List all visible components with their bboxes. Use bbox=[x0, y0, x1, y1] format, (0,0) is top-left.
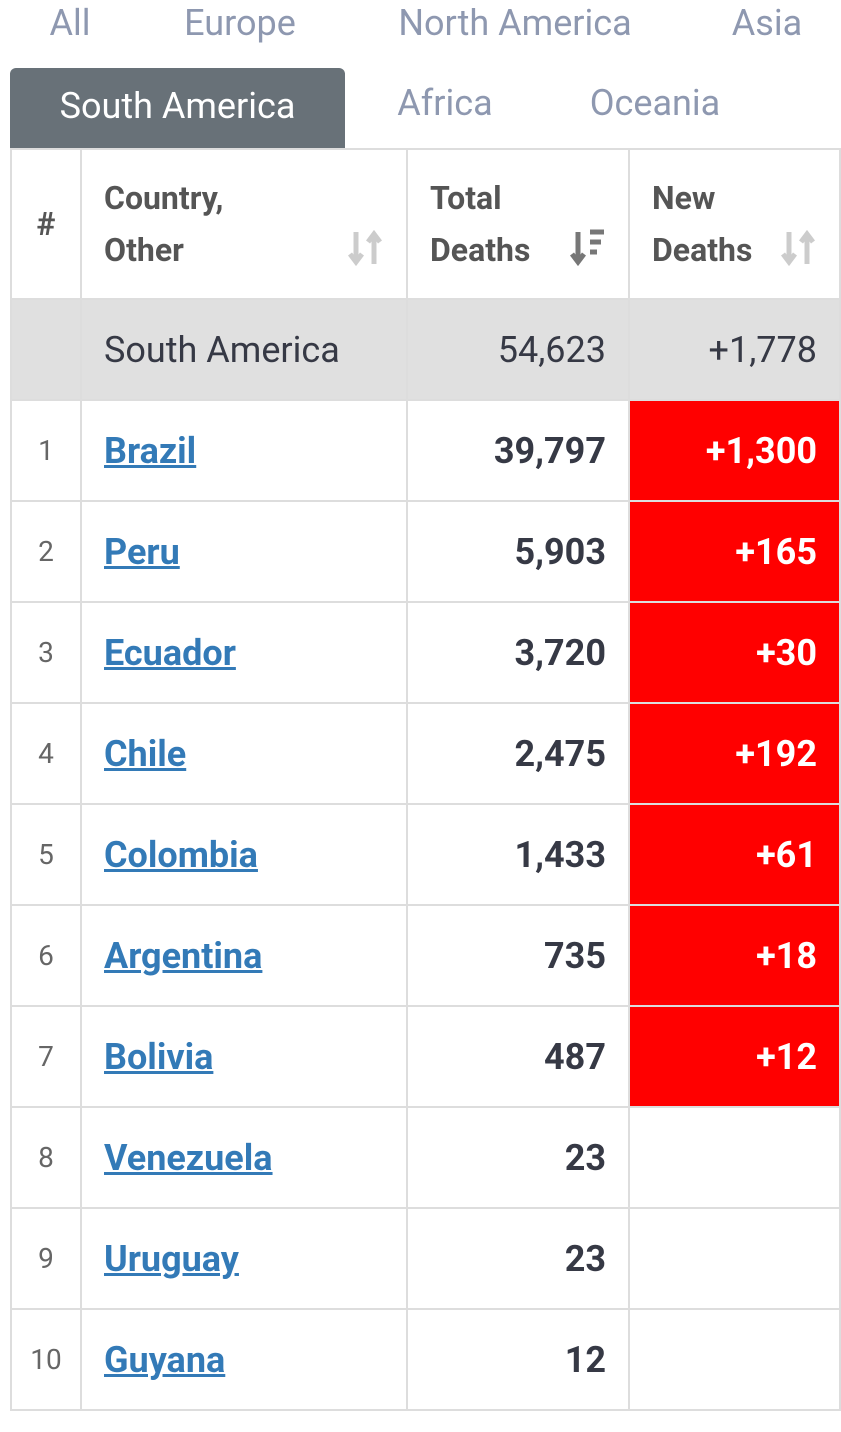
country-row: 1 Brazil 39,797 +1,300 bbox=[10, 399, 841, 502]
total-cell: 1,433 bbox=[406, 803, 630, 906]
country-row: 2 Peru 5,903 +165 bbox=[10, 500, 841, 603]
new-cell: +18 bbox=[628, 904, 841, 1007]
header-total[interactable]: Total Deaths bbox=[406, 148, 630, 300]
country-row: 7 Bolivia 487 +12 bbox=[10, 1005, 841, 1108]
country-cell: Ecuador bbox=[80, 601, 408, 704]
sort-icon bbox=[781, 229, 815, 267]
country-link[interactable]: Guyana bbox=[104, 1338, 226, 1381]
header-rank: # bbox=[10, 148, 82, 300]
tab[interactable]: Europe bbox=[184, 2, 296, 44]
tab[interactable]: Asia bbox=[731, 2, 803, 44]
region-cell: South America bbox=[80, 298, 408, 401]
header-text: New Deaths bbox=[652, 179, 753, 269]
country-row: 6 Argentina 735 +18 bbox=[10, 904, 841, 1007]
summary-row: South America 54,623 +1,778 bbox=[10, 298, 841, 401]
new-cell: +1,778 bbox=[628, 298, 841, 401]
country-link[interactable]: Colombia bbox=[104, 833, 258, 876]
country-cell: Bolivia bbox=[80, 1005, 408, 1108]
deaths-table: # Country, Other Total Deaths New Deaths… bbox=[10, 148, 841, 1411]
country-link[interactable]: Uruguay bbox=[104, 1237, 239, 1280]
new-cell: +192 bbox=[628, 702, 841, 805]
active-tab[interactable]: South America bbox=[10, 68, 345, 148]
new-cell: +12 bbox=[628, 1005, 841, 1108]
new-cell: +61 bbox=[628, 803, 841, 906]
total-cell: 3,720 bbox=[406, 601, 630, 704]
country-cell: Peru bbox=[80, 500, 408, 603]
total-cell: 487 bbox=[406, 1005, 630, 1108]
sort-icon bbox=[348, 229, 382, 267]
header-text: Total Deaths bbox=[430, 179, 531, 269]
rank-cell: 3 bbox=[10, 601, 82, 704]
rank-cell: 6 bbox=[10, 904, 82, 1007]
country-link[interactable]: Ecuador bbox=[104, 631, 236, 674]
tab[interactable]: All bbox=[49, 2, 91, 44]
new-cell: +1,300 bbox=[628, 399, 841, 502]
tab[interactable]: Oceania bbox=[589, 82, 721, 124]
total-cell: 23 bbox=[406, 1207, 630, 1310]
new-cell bbox=[628, 1207, 841, 1310]
country-row: 3 Ecuador 3,720 +30 bbox=[10, 601, 841, 704]
region-tabs: All Europe North America Asia bbox=[0, 2, 841, 82]
total-cell: 12 bbox=[406, 1308, 630, 1411]
country-link[interactable]: Argentina bbox=[104, 934, 263, 977]
country-cell: Argentina bbox=[80, 904, 408, 1007]
country-cell: Venezuela bbox=[80, 1106, 408, 1209]
country-cell: Uruguay bbox=[80, 1207, 408, 1310]
country-cell: Colombia bbox=[80, 803, 408, 906]
tab[interactable]: Africa bbox=[397, 82, 493, 124]
country-link[interactable]: Peru bbox=[104, 530, 180, 573]
rank-cell: 5 bbox=[10, 803, 82, 906]
total-cell: 23 bbox=[406, 1106, 630, 1209]
country-row: 9 Uruguay 23 bbox=[10, 1207, 841, 1310]
header-text: # bbox=[36, 205, 56, 243]
total-cell: 2,475 bbox=[406, 702, 630, 805]
country-cell: Guyana bbox=[80, 1308, 408, 1411]
total-cell: 735 bbox=[406, 904, 630, 1007]
new-cell bbox=[628, 1308, 841, 1411]
sort-icon bbox=[570, 229, 604, 267]
new-cell: +30 bbox=[628, 601, 841, 704]
header-text: Country, Other bbox=[104, 179, 224, 269]
rank-cell: 7 bbox=[10, 1005, 82, 1108]
total-cell: 54,623 bbox=[406, 298, 630, 401]
country-row: 10 Guyana 12 bbox=[10, 1308, 841, 1411]
tab[interactable]: North America bbox=[398, 2, 632, 44]
new-cell bbox=[628, 1106, 841, 1209]
country-row: 5 Colombia 1,433 +61 bbox=[10, 803, 841, 906]
header-new[interactable]: New Deaths bbox=[628, 148, 841, 300]
rank-cell: 4 bbox=[10, 702, 82, 805]
rank-cell: 2 bbox=[10, 500, 82, 603]
country-link[interactable]: Chile bbox=[104, 732, 187, 775]
header-row: # Country, Other Total Deaths New Deaths bbox=[10, 148, 841, 300]
rank-cell: 10 bbox=[10, 1308, 82, 1411]
country-row: 4 Chile 2,475 +192 bbox=[10, 702, 841, 805]
total-cell: 39,797 bbox=[406, 399, 630, 502]
region-tabs: South America Africa Oceania bbox=[0, 68, 841, 148]
country-cell: Brazil bbox=[80, 399, 408, 502]
cell bbox=[10, 298, 82, 401]
new-cell: +165 bbox=[628, 500, 841, 603]
total-cell: 5,903 bbox=[406, 500, 630, 603]
rank-cell: 9 bbox=[10, 1207, 82, 1310]
country-link[interactable]: Brazil bbox=[104, 429, 197, 472]
country-link[interactable]: Bolivia bbox=[104, 1035, 214, 1078]
rank-cell: 1 bbox=[10, 399, 82, 502]
country-row: 8 Venezuela 23 bbox=[10, 1106, 841, 1209]
country-cell: Chile bbox=[80, 702, 408, 805]
header-country[interactable]: Country, Other bbox=[80, 148, 408, 300]
rank-cell: 8 bbox=[10, 1106, 82, 1209]
country-link[interactable]: Venezuela bbox=[104, 1136, 273, 1179]
